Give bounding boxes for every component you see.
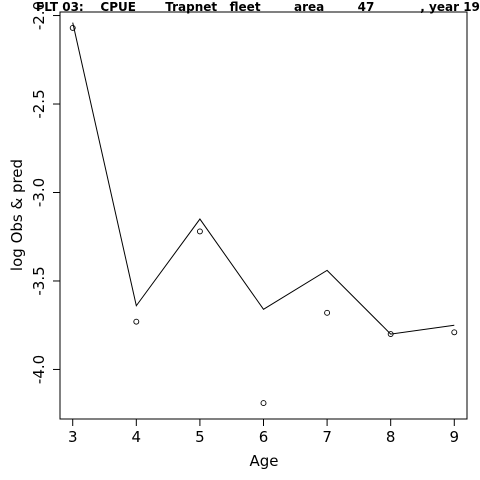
y-tick-label: -4.0 [30,355,48,384]
x-tick-label: 5 [195,428,205,446]
series-layer [69,22,458,407]
y-tick-label: -2.5 [30,89,48,118]
observed-point [451,329,458,336]
observed-point [324,309,331,316]
x-tick-label: 3 [68,428,78,446]
x-tick-label: 4 [132,428,142,446]
x-tick-label: 6 [259,428,269,446]
observed-point [69,24,76,31]
y-tick-label: -2.0 [30,1,48,30]
observed-point [260,400,267,407]
chart-title: FLT 03: CPUE Trapnet fleet area 47 , yea… [36,0,480,14]
y-axis-label: log Obs & pred [8,159,26,271]
x-tick-label: 9 [450,428,460,446]
predicted-line [72,22,455,335]
x-tick-label: 8 [386,428,396,446]
plot-frame [59,11,468,420]
y-tick-label: -3.0 [30,178,48,207]
observed-point [133,318,140,325]
x-tick-label: 7 [322,428,332,446]
x-axis-label: Age [249,452,278,470]
y-axis: -2.0 -2.5 -3.0 -3.5 -4.0 [30,1,60,384]
observed-point [196,228,203,235]
x-axis: 3 4 5 6 7 8 9 [68,419,459,446]
y-tick-label: -3.5 [30,266,48,295]
